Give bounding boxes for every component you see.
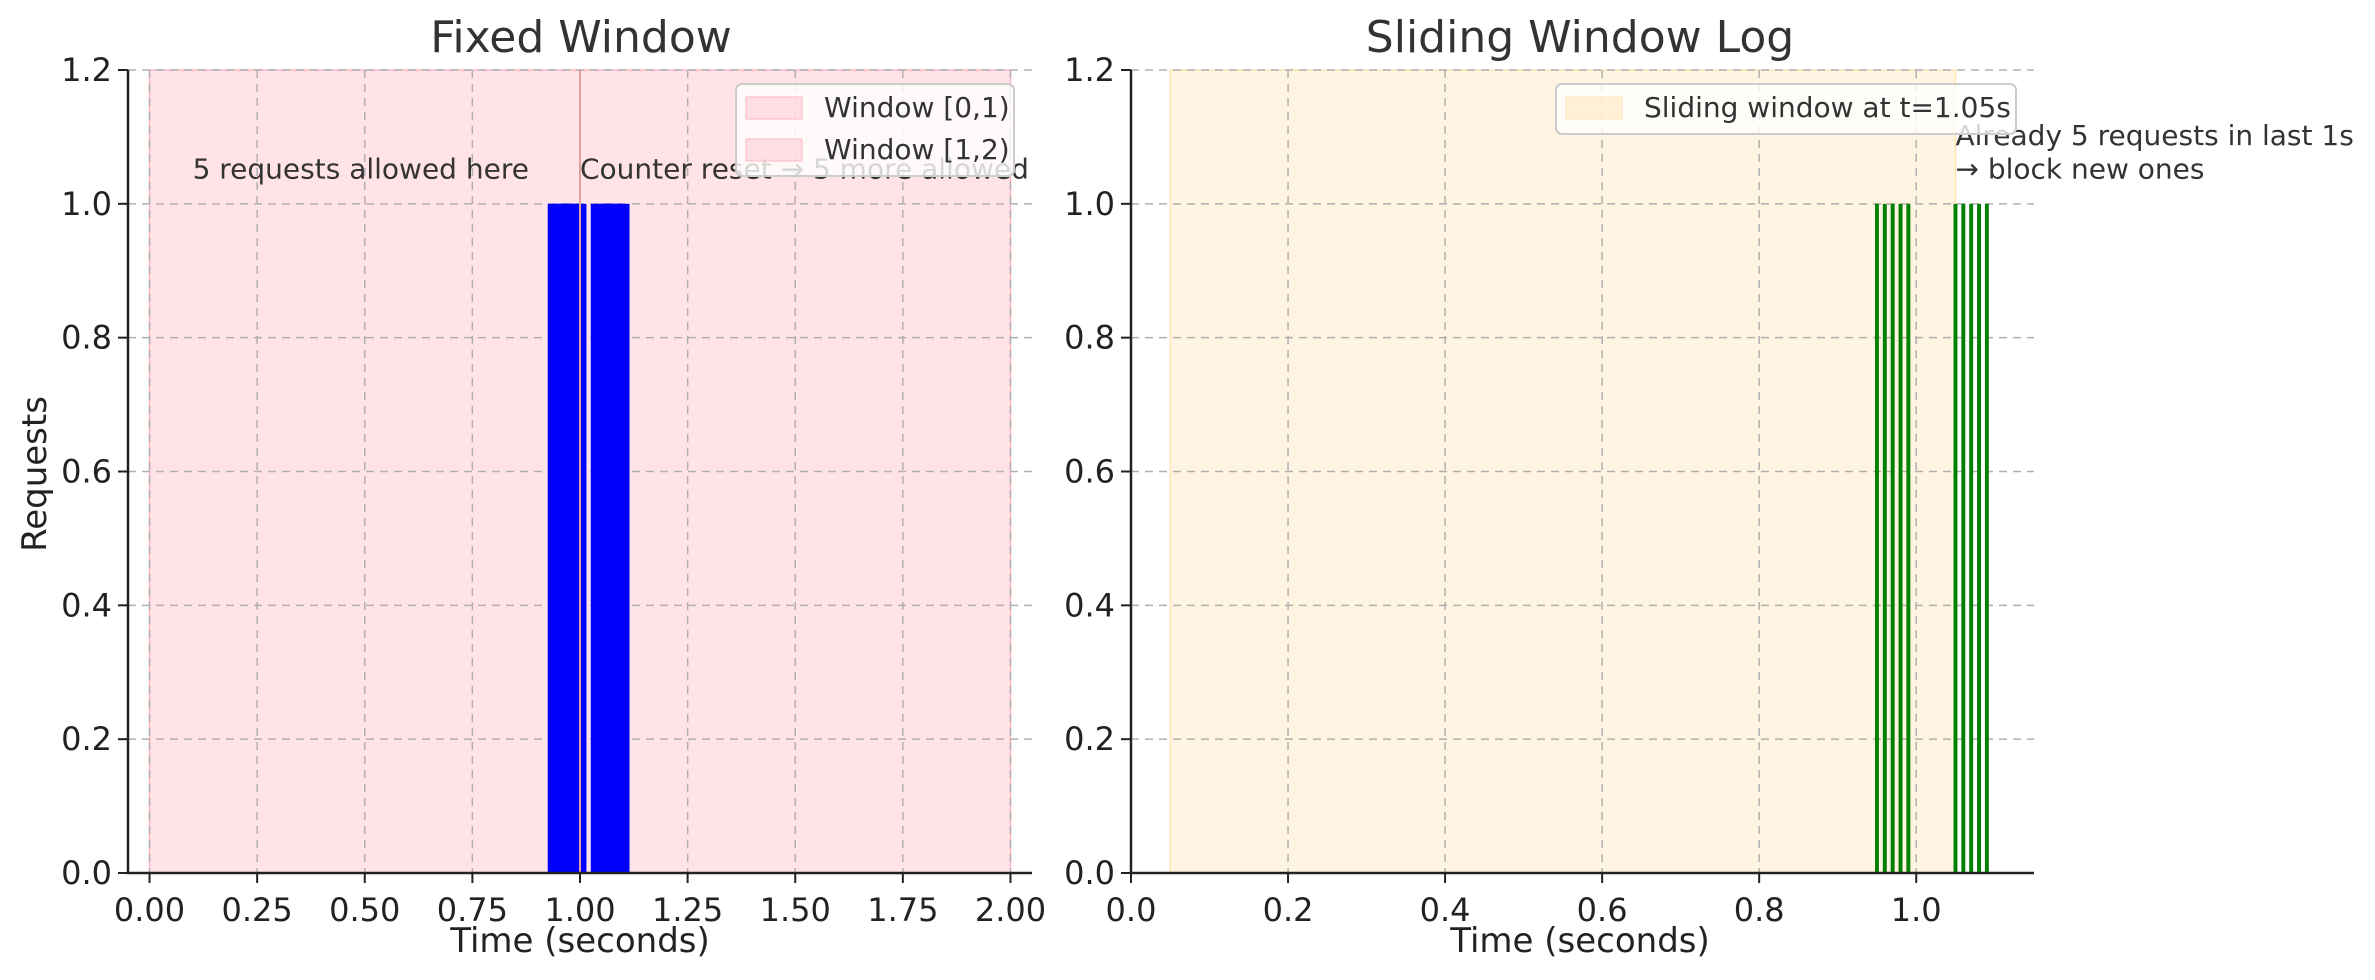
fixed-window-panel: Fixed Window 5 requests allowed here Cou…: [15, 12, 1046, 961]
sliding-window-legend-box: [1555, 83, 2017, 135]
sliding-window-annotation-2: → block new ones: [1955, 152, 2204, 185]
x-tick-label-0: 0.0: [1106, 891, 1157, 929]
legend-label-sliding-window: Sliding window at t=1.05s: [1644, 91, 2011, 124]
legend-swatch-sliding-window: [1565, 96, 1623, 120]
sliding-window-x-ticks: 0.0 0.2 0.4 0.6 0.8 1.0: [1106, 873, 1942, 929]
y-tick-label-5: 1.0: [61, 185, 112, 223]
bar-7: [1961, 203, 1966, 874]
x-tick-label-6: 1.50: [760, 891, 831, 929]
fixed-window-x-label: Time (seconds): [449, 921, 710, 961]
y-tick-label-1: 0.2: [61, 720, 112, 758]
fixed-window-legend: Window [0,1) Window [1,2): [735, 83, 1015, 177]
sliding-window-legend: Sliding window at t=1.05s: [1555, 83, 2017, 135]
y-tick-label-6: 1.2: [61, 51, 112, 89]
x-tick-label-3: 0.75: [437, 891, 508, 929]
fixed-window-x-ticks: 0.00 0.25 0.50 0.75 1.00 1.25 1.50 1.75 2.00: [114, 873, 1046, 929]
sliding-window-title: Sliding Window Log: [1366, 12, 1794, 63]
y-tick-label-2: 0.4: [1064, 586, 1115, 624]
bar-3: [1890, 203, 1895, 874]
x-tick-label-7: 1.75: [867, 891, 938, 929]
bar-2: [1882, 203, 1887, 874]
y-tick-label-6: 1.2: [1064, 51, 1115, 89]
legend-swatch-window-0-1: [745, 96, 803, 120]
sliding-window-annotation-1: Already 5 requests in last 1s: [1955, 119, 2353, 152]
fixed-window-bars: [547, 203, 630, 874]
x-tick-label-5: 1.0: [1891, 891, 1942, 929]
bar-1: [1874, 203, 1879, 874]
x-tick-label-3: 0.6: [1577, 891, 1628, 929]
x-tick-label-1: 0.25: [222, 891, 293, 929]
y-tick-label-3: 0.6: [1064, 453, 1115, 491]
bar-4: [1898, 203, 1903, 874]
fixed-window-legend-box: [735, 83, 1015, 177]
legend-label-window-1-2: Window [1,2): [824, 133, 1010, 166]
bar-10: [1984, 203, 1989, 874]
bar-10: [607, 203, 630, 874]
fixed-window-title: Fixed Window: [430, 12, 732, 63]
fixed-window-y-ticks: 0.0 0.2 0.4 0.6 0.8 1.0 1.2: [61, 51, 128, 892]
fixed-window-annotation-1: 5 requests allowed here: [193, 152, 529, 185]
x-tick-label-4: 0.8: [1734, 891, 1785, 929]
y-tick-label-5: 1.0: [1064, 185, 1115, 223]
sliding-window-annotations: Already 5 requests in last 1s → block ne…: [1955, 119, 2353, 185]
x-tick-label-0: 0.00: [114, 891, 185, 929]
y-tick-label-1: 0.2: [1064, 720, 1115, 758]
x-tick-label-2: 0.50: [329, 891, 400, 929]
sliding-window-y-ticks: 0.0 0.2 0.4 0.6 0.8 1.0 1.2: [1064, 51, 1131, 892]
x-tick-label-8: 2.00: [975, 891, 1046, 929]
sliding-window-x-label: Time (seconds): [1449, 921, 1710, 961]
y-tick-label-3: 0.6: [61, 453, 112, 491]
y-tick-label-4: 0.8: [61, 319, 112, 357]
fixed-window-y-label: Requests: [15, 396, 55, 552]
bar-8: [1969, 203, 1974, 874]
x-tick-label-4: 1.00: [544, 891, 615, 929]
bar-5: [1906, 203, 1911, 874]
x-tick-label-1: 0.2: [1263, 891, 1314, 929]
y-tick-label-0: 0.0: [61, 854, 112, 892]
y-tick-label-0: 0.0: [1064, 854, 1115, 892]
x-tick-label-2: 0.4: [1420, 891, 1471, 929]
y-tick-label-4: 0.8: [1064, 319, 1115, 357]
sliding-window-bars: [1874, 203, 1989, 874]
bar-5: [564, 203, 587, 874]
sliding-window-panel: Sliding Window Log Already 5 requests in…: [1064, 12, 2354, 961]
bar-9: [1977, 203, 1981, 874]
legend-label-window-0-1: Window [0,1): [824, 91, 1010, 124]
bar-6: [1953, 203, 1958, 874]
x-tick-label-5: 1.25: [652, 891, 723, 929]
y-tick-label-2: 0.4: [61, 586, 112, 624]
legend-swatch-window-1-2: [745, 138, 803, 162]
